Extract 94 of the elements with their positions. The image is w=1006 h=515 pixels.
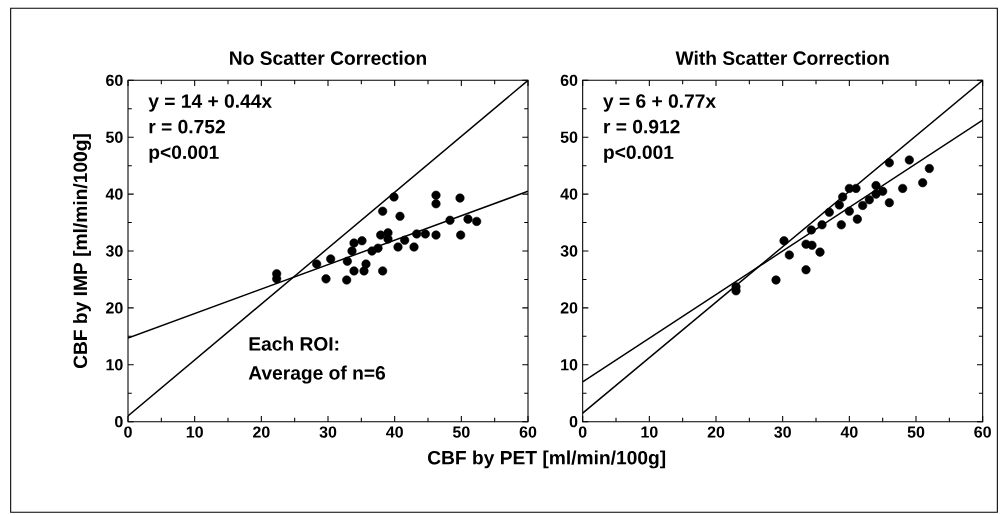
point [844,206,854,216]
annotation: p<0.001 [604,145,674,163]
y-tick-label: 60 [560,74,578,86]
point [806,225,816,235]
point [347,246,357,256]
point [864,195,874,205]
x-tick-label: 20 [707,426,725,438]
point [884,198,894,208]
point [412,229,422,239]
point [357,236,367,246]
annotation: Average of n=6 [248,365,386,384]
point [312,259,322,269]
point [431,230,441,240]
chart-title: With Scatter Correction [675,50,889,65]
point [445,215,455,225]
point [838,192,848,202]
point [817,220,827,230]
point [884,158,894,168]
x-tick-label: 40 [386,426,403,438]
x-tick-label: 40 [840,426,858,438]
point [898,183,908,193]
point [924,163,934,174]
y-tick-label: 60 [106,74,123,86]
point [771,275,781,285]
x-tick-label: 0 [124,426,132,438]
point [400,235,410,245]
x-tick-label: 50 [452,426,470,438]
x-axis-title: CBF by PET [ml/min/100g] [427,450,666,469]
point [361,259,371,269]
annotation: y = 6 + 0.77x [603,94,716,112]
point [815,247,825,257]
point [851,183,861,193]
point [378,266,388,276]
point [836,220,846,230]
annotation: r = 0.752 [149,119,225,134]
point [409,242,419,252]
point [463,214,473,224]
x-tick-label: 60 [974,426,991,438]
chart-title: No Scatter Correction [230,50,426,65]
x-tick-label: 10 [186,426,203,438]
y-tick-label: 40 [105,188,123,200]
point [824,207,834,217]
x-tick-label: 30 [319,426,337,438]
annotation: p<0.001 [149,145,219,163]
point [472,216,482,226]
annotation: Each ROI: [249,336,339,351]
point [389,192,399,202]
x-tick-label: 20 [253,426,270,438]
point [420,229,430,239]
y-tick-label: 40 [560,188,578,200]
x-tick-label: 0 [578,426,587,438]
annotation: r = 0.912 [604,119,680,134]
point [456,230,466,240]
point [431,190,441,200]
x-tick-label: 60 [519,426,537,438]
point [349,238,359,248]
y-tick-label: 10 [106,359,123,371]
point [904,155,914,165]
point [784,250,794,260]
point [852,214,862,224]
y-tick-label: 30 [560,245,578,257]
y-tick-label: 10 [561,359,578,371]
y-tick-label: 30 [105,245,123,257]
point [395,211,405,221]
point [378,206,388,216]
x-tick-label: 50 [907,426,925,438]
point [858,200,868,211]
point [918,178,928,188]
point [834,200,844,210]
y-axis-title: CBF by IMP [ml/min/100g] [73,134,92,369]
point [431,199,441,209]
point [878,186,888,196]
point [779,236,789,246]
y-tick-label: 50 [106,131,123,143]
point [373,243,383,253]
point [349,266,359,276]
y-tick-label: 50 [560,131,578,143]
x-tick-label: 30 [774,426,791,438]
y-tick-label: 0 [569,416,578,428]
point [807,240,817,250]
point [871,189,881,199]
point [801,265,811,275]
point [455,193,465,203]
annotation: y = 14 + 0.44x [148,94,272,112]
y-tick-label: 0 [115,416,123,428]
y-tick-label: 20 [106,302,123,314]
point [342,275,352,285]
x-tick-label: 10 [641,426,658,438]
y-tick-label: 20 [560,302,578,314]
point [326,254,336,264]
point [321,274,331,284]
point [342,256,352,266]
point [871,181,881,191]
point [393,242,403,252]
